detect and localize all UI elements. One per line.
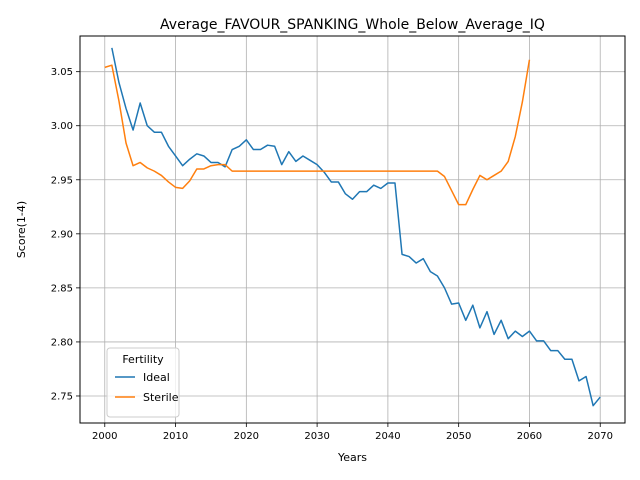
- series-line-sterile: [104, 59, 531, 206]
- x-axis: 2000 2010 2020 2030 2040 2050 2060 2070: [92, 423, 613, 442]
- x-tick-label: 2030: [304, 431, 329, 442]
- y-tick-label: 3.00: [51, 121, 73, 132]
- x-tick-label: 2070: [588, 431, 613, 442]
- y-axis-label: Score(1-4): [15, 201, 28, 258]
- x-tick-label: 2010: [163, 431, 188, 442]
- series-group: [104, 47, 601, 407]
- y-tick-label: 2.90: [51, 229, 73, 240]
- chart-title: Average_FAVOUR_SPANKING_Whole_Below_Aver…: [160, 17, 545, 33]
- x-tick-label: 2000: [92, 431, 117, 442]
- x-tick-label: 2050: [446, 431, 471, 442]
- x-tick-label: 2040: [375, 431, 400, 442]
- y-tick-label: 3.05: [51, 67, 73, 78]
- legend-entries: Ideal Sterile: [115, 371, 179, 404]
- y-tick-label: 2.75: [51, 391, 73, 402]
- y-tick-label: 2.85: [51, 283, 73, 294]
- legend-label-sterile: Sterile: [143, 391, 179, 404]
- y-tick-label: 2.80: [51, 337, 73, 348]
- y-axis: 2.75 2.80 2.85 2.90 2.95 3.00 3.05: [51, 67, 80, 402]
- x-axis-label: Years: [337, 451, 367, 464]
- plot-frame: [79, 35, 626, 424]
- legend-label-ideal: Ideal: [143, 371, 170, 384]
- legend: Fertility Ideal Sterile: [106, 347, 180, 418]
- x-tick-label: 2020: [234, 431, 259, 442]
- legend-box: [106, 347, 180, 418]
- legend-title: Fertility: [122, 353, 164, 366]
- x-tick-label: 2060: [517, 431, 542, 442]
- y-tick-label: 2.95: [51, 175, 73, 186]
- series-line-ideal: [111, 47, 601, 407]
